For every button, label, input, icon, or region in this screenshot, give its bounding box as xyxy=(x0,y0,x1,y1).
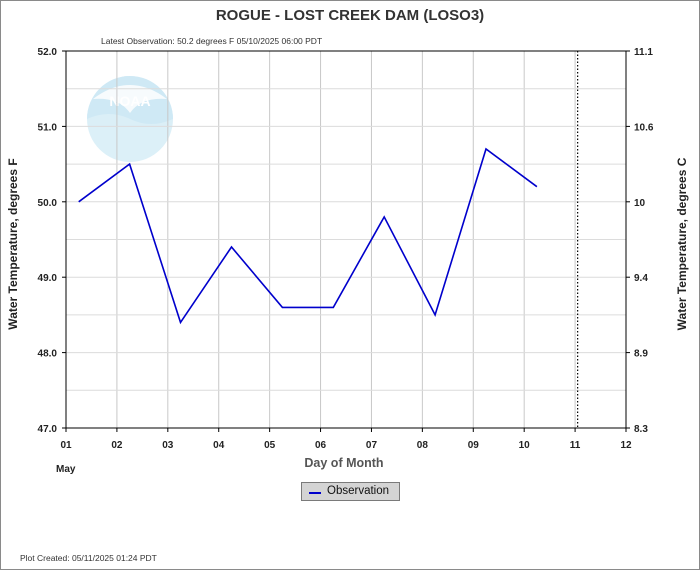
y-left-tick-label: 48.0 xyxy=(38,349,58,360)
y-left-tick-label: 50.0 xyxy=(38,198,58,209)
y-axis-left-label: Water Temperature, degrees F xyxy=(6,158,20,329)
y-right-tick-label: 10 xyxy=(634,198,646,209)
y-axis-left-ticks: 47.0 48.0 49.0 50.0 51.0 52.0 xyxy=(38,47,66,435)
y-right-tick-label: 11.1 xyxy=(634,47,653,58)
x-tick-label: 04 xyxy=(213,440,225,451)
y-axis-right-ticks: 8.3 8.9 9.4 10 10.6 11.1 xyxy=(626,47,654,435)
x-tick-label: 08 xyxy=(417,440,429,451)
x-tick-label: 09 xyxy=(468,440,480,451)
legend: Observation xyxy=(301,482,400,501)
x-tick-label: 06 xyxy=(315,440,327,451)
legend-label-observation: Observation xyxy=(327,485,390,497)
grid-lines xyxy=(66,51,626,428)
x-tick-label: 12 xyxy=(620,440,632,451)
observation-line xyxy=(78,147,538,325)
chart-subtitle: Latest Observation: 50.2 degrees F 05/10… xyxy=(101,36,322,46)
y-left-tick-label: 49.0 xyxy=(38,273,58,284)
y-right-tick-label: 10.6 xyxy=(634,122,654,133)
noaa-logo: NOAA xyxy=(87,76,173,162)
plot-created-footer: Plot Created: 05/11/2025 01:24 PDT xyxy=(20,553,157,563)
y-right-tick-label: 8.3 xyxy=(634,424,648,435)
x-tick-label: 02 xyxy=(111,440,123,451)
svg-text:NOAA: NOAA xyxy=(109,93,150,109)
x-tick-label: 07 xyxy=(366,440,378,451)
x-axis-label: Day of Month xyxy=(304,456,383,470)
legend-swatch-observation xyxy=(309,492,321,494)
x-axis-ticks: 01 02 03 04 05 06 07 08 09 10 11 12 xyxy=(60,428,632,451)
x-tick-label: 03 xyxy=(162,440,174,451)
x-tick-label: 11 xyxy=(570,440,581,451)
x-tick-label: 05 xyxy=(264,440,276,451)
y-left-tick-label: 47.0 xyxy=(38,424,58,435)
y-right-tick-label: 9.4 xyxy=(634,273,648,284)
x-axis-month-label: May xyxy=(56,464,76,475)
x-tick-label: 10 xyxy=(519,440,531,451)
y-right-tick-label: 8.9 xyxy=(634,349,648,360)
y-left-tick-label: 52.0 xyxy=(38,47,58,58)
y-axis-right-label: Water Temperature, degrees C xyxy=(675,157,689,330)
plot-area xyxy=(65,50,627,429)
chart-title: ROGUE - LOST CREEK DAM (LOSO3) xyxy=(216,7,484,24)
y-left-tick-label: 51.0 xyxy=(38,122,58,133)
x-tick-label: 01 xyxy=(60,440,72,451)
